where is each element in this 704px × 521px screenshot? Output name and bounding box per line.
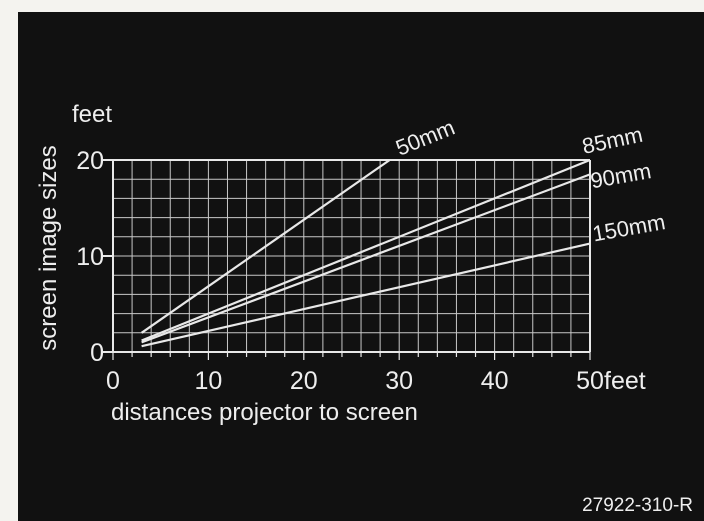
y-tick-label: 20 <box>76 147 104 175</box>
x-tick-label: 0 <box>106 367 120 395</box>
x-tick-label: 40 <box>481 367 509 395</box>
x-tick-label: 30 <box>385 367 413 395</box>
series-line-85mm <box>141 158 591 342</box>
x-tick-label: 20 <box>290 367 318 395</box>
series-line-90mm <box>141 173 591 344</box>
series-label-50mm: 50mm <box>392 115 458 161</box>
y-tick-label: 0 <box>90 339 104 367</box>
tick-labels: 0 10 20 30 40 50 0 10 20 <box>76 147 604 395</box>
chart-axes <box>103 159 591 360</box>
x-unit-label: feet <box>604 367 646 395</box>
series-label-85mm: 85mm <box>580 122 645 159</box>
series-line-50mm <box>140 159 391 334</box>
y-axis-label: screen image sizes <box>35 145 62 350</box>
series-line-150mm <box>141 242 591 348</box>
x-tick-label: 10 <box>194 367 222 395</box>
y-unit-label: feet <box>72 101 112 128</box>
x-tick-label: 50 <box>576 367 604 395</box>
series-label-90mm: 90mm <box>589 158 654 193</box>
x-axis-label: distances projector to screen <box>111 399 418 426</box>
series-label-150mm: 150mm <box>591 209 668 246</box>
y-tick-label: 10 <box>76 243 104 271</box>
footer-code: 27922-310-R <box>582 495 693 516</box>
